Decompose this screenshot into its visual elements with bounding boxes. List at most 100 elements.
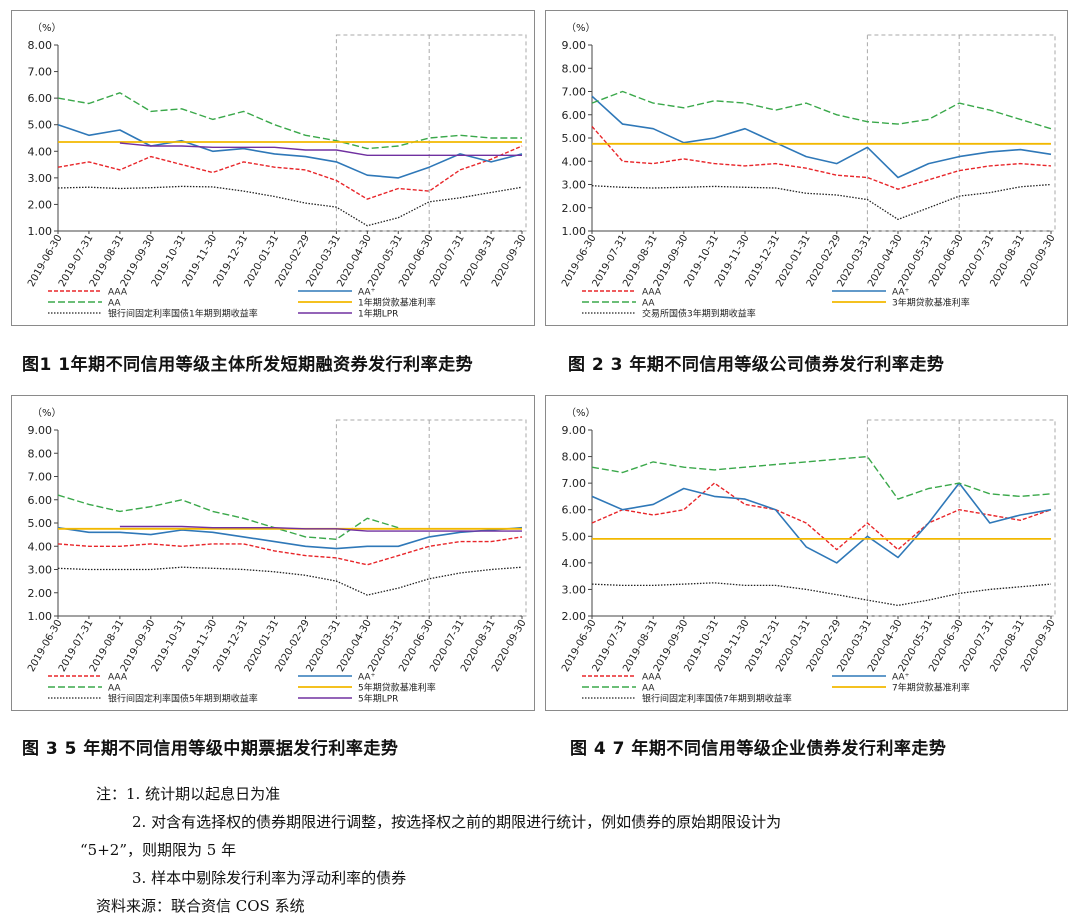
series-line-5	[119, 142, 522, 156]
legend-label-4: 银行间固定利率国债7年期到期收益率	[642, 693, 792, 705]
legend-label-3: 1年期贷款基准利率	[358, 297, 436, 309]
series-line-2	[591, 455, 1052, 500]
legend-label-4: 交易所国债3年期到期收益率	[642, 308, 756, 320]
y-tick-label: 1.00	[28, 225, 53, 238]
legend-label-0: AAA	[642, 288, 662, 298]
y-tick-label: 5.00	[562, 530, 587, 543]
series-line-0	[591, 125, 1052, 190]
series-line-4	[591, 582, 1052, 607]
series-line-1	[591, 95, 1052, 179]
series-line-0	[57, 145, 523, 200]
y-axis-unit: （%）	[32, 22, 62, 34]
y-tick-label: 2.00	[28, 198, 53, 211]
y-tick-label: 8.00	[28, 447, 53, 460]
note-line-3: “5+2”，则期限为 5 年	[80, 841, 237, 859]
y-tick-label: 8.00	[28, 39, 53, 52]
legend-label-5: 1年期LPR	[358, 308, 398, 320]
y-tick-label: 4.00	[28, 540, 53, 553]
legend-label-5: 5年期LPR	[358, 693, 398, 705]
legend-label-3: 5年期贷款基准利率	[358, 682, 436, 694]
y-tick-label: 3.00	[28, 564, 53, 577]
series-line-5	[119, 525, 522, 532]
chart-2-caption: 图 2 3 年期不同信用等级公司债券发行利率走势	[568, 355, 945, 375]
y-tick-label: 1.00	[562, 225, 587, 238]
y-tick-label: 4.00	[562, 155, 587, 168]
y-tick-label: 5.00	[562, 132, 587, 145]
legend-label-3: 7年期贷款基准利率	[892, 682, 970, 694]
y-tick-label: 4.00	[562, 557, 587, 570]
legend-label-1: AA⁺	[358, 288, 376, 298]
legend-label-1: AA⁺	[358, 673, 376, 683]
y-tick-label: 9.00	[28, 424, 53, 437]
y-tick-label: 7.00	[562, 477, 587, 490]
y-tick-label: 9.00	[562, 424, 587, 437]
y-tick-label: 1.00	[28, 610, 53, 623]
series-line-1	[57, 526, 523, 550]
y-tick-label: 3.00	[562, 583, 587, 596]
chart-panel-1: （%） 8.00 7.00 6.00 5.00 4.00 3.00 2.00 1.00 2019-…	[11, 10, 535, 326]
y-tick-label: 9.00	[562, 39, 587, 52]
legend-label-2: AA	[108, 684, 121, 694]
y-axis-unit: （%）	[566, 22, 596, 34]
series-line-4	[591, 183, 1052, 221]
notes: 注：1. 统计期以起息日为准 2. 对含有选择权的债券期限进行调整，按选择权之前…	[80, 780, 782, 920]
chart-3-svg: （%）9.008.007.006.005.004.003.002.001.002…	[26, 407, 529, 705]
y-tick-label: 4.00	[28, 145, 53, 158]
legend-label-2: AA	[642, 684, 655, 694]
legend-label-2: AA	[642, 299, 655, 309]
y-tick-label: 2.00	[562, 202, 587, 215]
note-line-4: 3. 样本中剔除发行利率为浮动利率的债券	[132, 869, 407, 887]
y-axis-unit: （%）	[32, 407, 62, 419]
period-box	[866, 419, 1056, 617]
legend-label-0: AAA	[108, 288, 128, 298]
note-line-1: 注：1. 统计期以起息日为准	[96, 785, 281, 803]
period-box	[866, 34, 1056, 232]
y-tick-label: 2.00	[562, 610, 587, 623]
series-line-4	[57, 566, 523, 596]
series-line-0	[591, 482, 1052, 551]
series-line-2	[57, 494, 399, 540]
legend-label-0: AAA	[642, 673, 662, 683]
y-tick-label: 6.00	[562, 504, 587, 517]
series-line-4	[57, 185, 523, 227]
y-tick-label: 7.00	[28, 66, 53, 79]
series-line-1	[591, 482, 1052, 564]
y-tick-label: 3.00	[562, 179, 587, 192]
y-axis-unit: （%）	[566, 407, 596, 419]
y-tick-label: 3.00	[28, 172, 53, 185]
note-line-2: 2. 对含有选择权的债券期限进行调整，按选择权之前的期限进行统计，例如债券的原始…	[132, 813, 782, 831]
legend-label-0: AAA	[108, 673, 128, 683]
chart-4-caption: 图 4 7 年期不同信用等级企业债券发行利率走势	[570, 739, 947, 759]
source-line: 资料来源：联合资信 COS 系统	[96, 897, 305, 915]
chart-1-caption: 图1 1年期不同信用等级主体所发短期融资券发行利率走势	[22, 355, 474, 375]
chart-4-svg: （%）9.008.007.006.005.004.003.002.002019-…	[560, 407, 1058, 705]
chart-2-svg: （%）9.008.007.006.005.004.003.002.001.002…	[560, 22, 1058, 320]
y-tick-label: 8.00	[562, 62, 587, 75]
legend-label-4: 银行间固定利率国债1年期到期收益率	[108, 308, 258, 320]
legend-label-3: 3年期贷款基准利率	[892, 297, 970, 309]
y-tick-label: 2.00	[28, 587, 53, 600]
series-line-0	[57, 536, 523, 566]
chart-panel-2: （%） 9.00 8.00 7.00 6.00 5.00 4.00 3.00 2.00 1.00 2…	[545, 10, 1068, 326]
legend-label-4: 银行间固定利率国债5年期到期收益率	[108, 693, 258, 705]
period-box	[335, 419, 527, 617]
period-box	[335, 34, 527, 232]
y-tick-label: 5.00	[28, 517, 53, 530]
y-tick-label: 7.00	[562, 86, 587, 99]
y-tick-label: 6.00	[562, 109, 587, 122]
chart-3-caption: 图 3 5 年期不同信用等级中期票据发行利率走势	[22, 739, 399, 759]
series-line-2	[57, 92, 522, 150]
y-tick-label: 6.00	[28, 92, 53, 105]
y-tick-label: 8.00	[562, 451, 587, 464]
y-tick-label: 7.00	[28, 471, 53, 484]
chart-panel-3: （%） 9.00 8.00 7.00 6.00 5.00 4.00 3.00 2.00 1.00 2…	[11, 395, 535, 711]
chart-1-svg: （%）8.007.006.005.004.003.002.001.002019-…	[26, 22, 529, 320]
y-tick-label: 5.00	[28, 119, 53, 132]
series-line-1	[57, 123, 523, 179]
series-line-2	[591, 90, 1052, 130]
chart-panel-4: （%） 9.00 8.00 7.00 6.00 5.00 4.00 3.00 2.00 2019-…	[545, 395, 1068, 711]
legend-label-2: AA	[108, 299, 121, 309]
legend-label-1: AA⁺	[892, 288, 910, 298]
legend-label-1: AA⁺	[892, 673, 910, 683]
y-tick-label: 6.00	[28, 494, 53, 507]
